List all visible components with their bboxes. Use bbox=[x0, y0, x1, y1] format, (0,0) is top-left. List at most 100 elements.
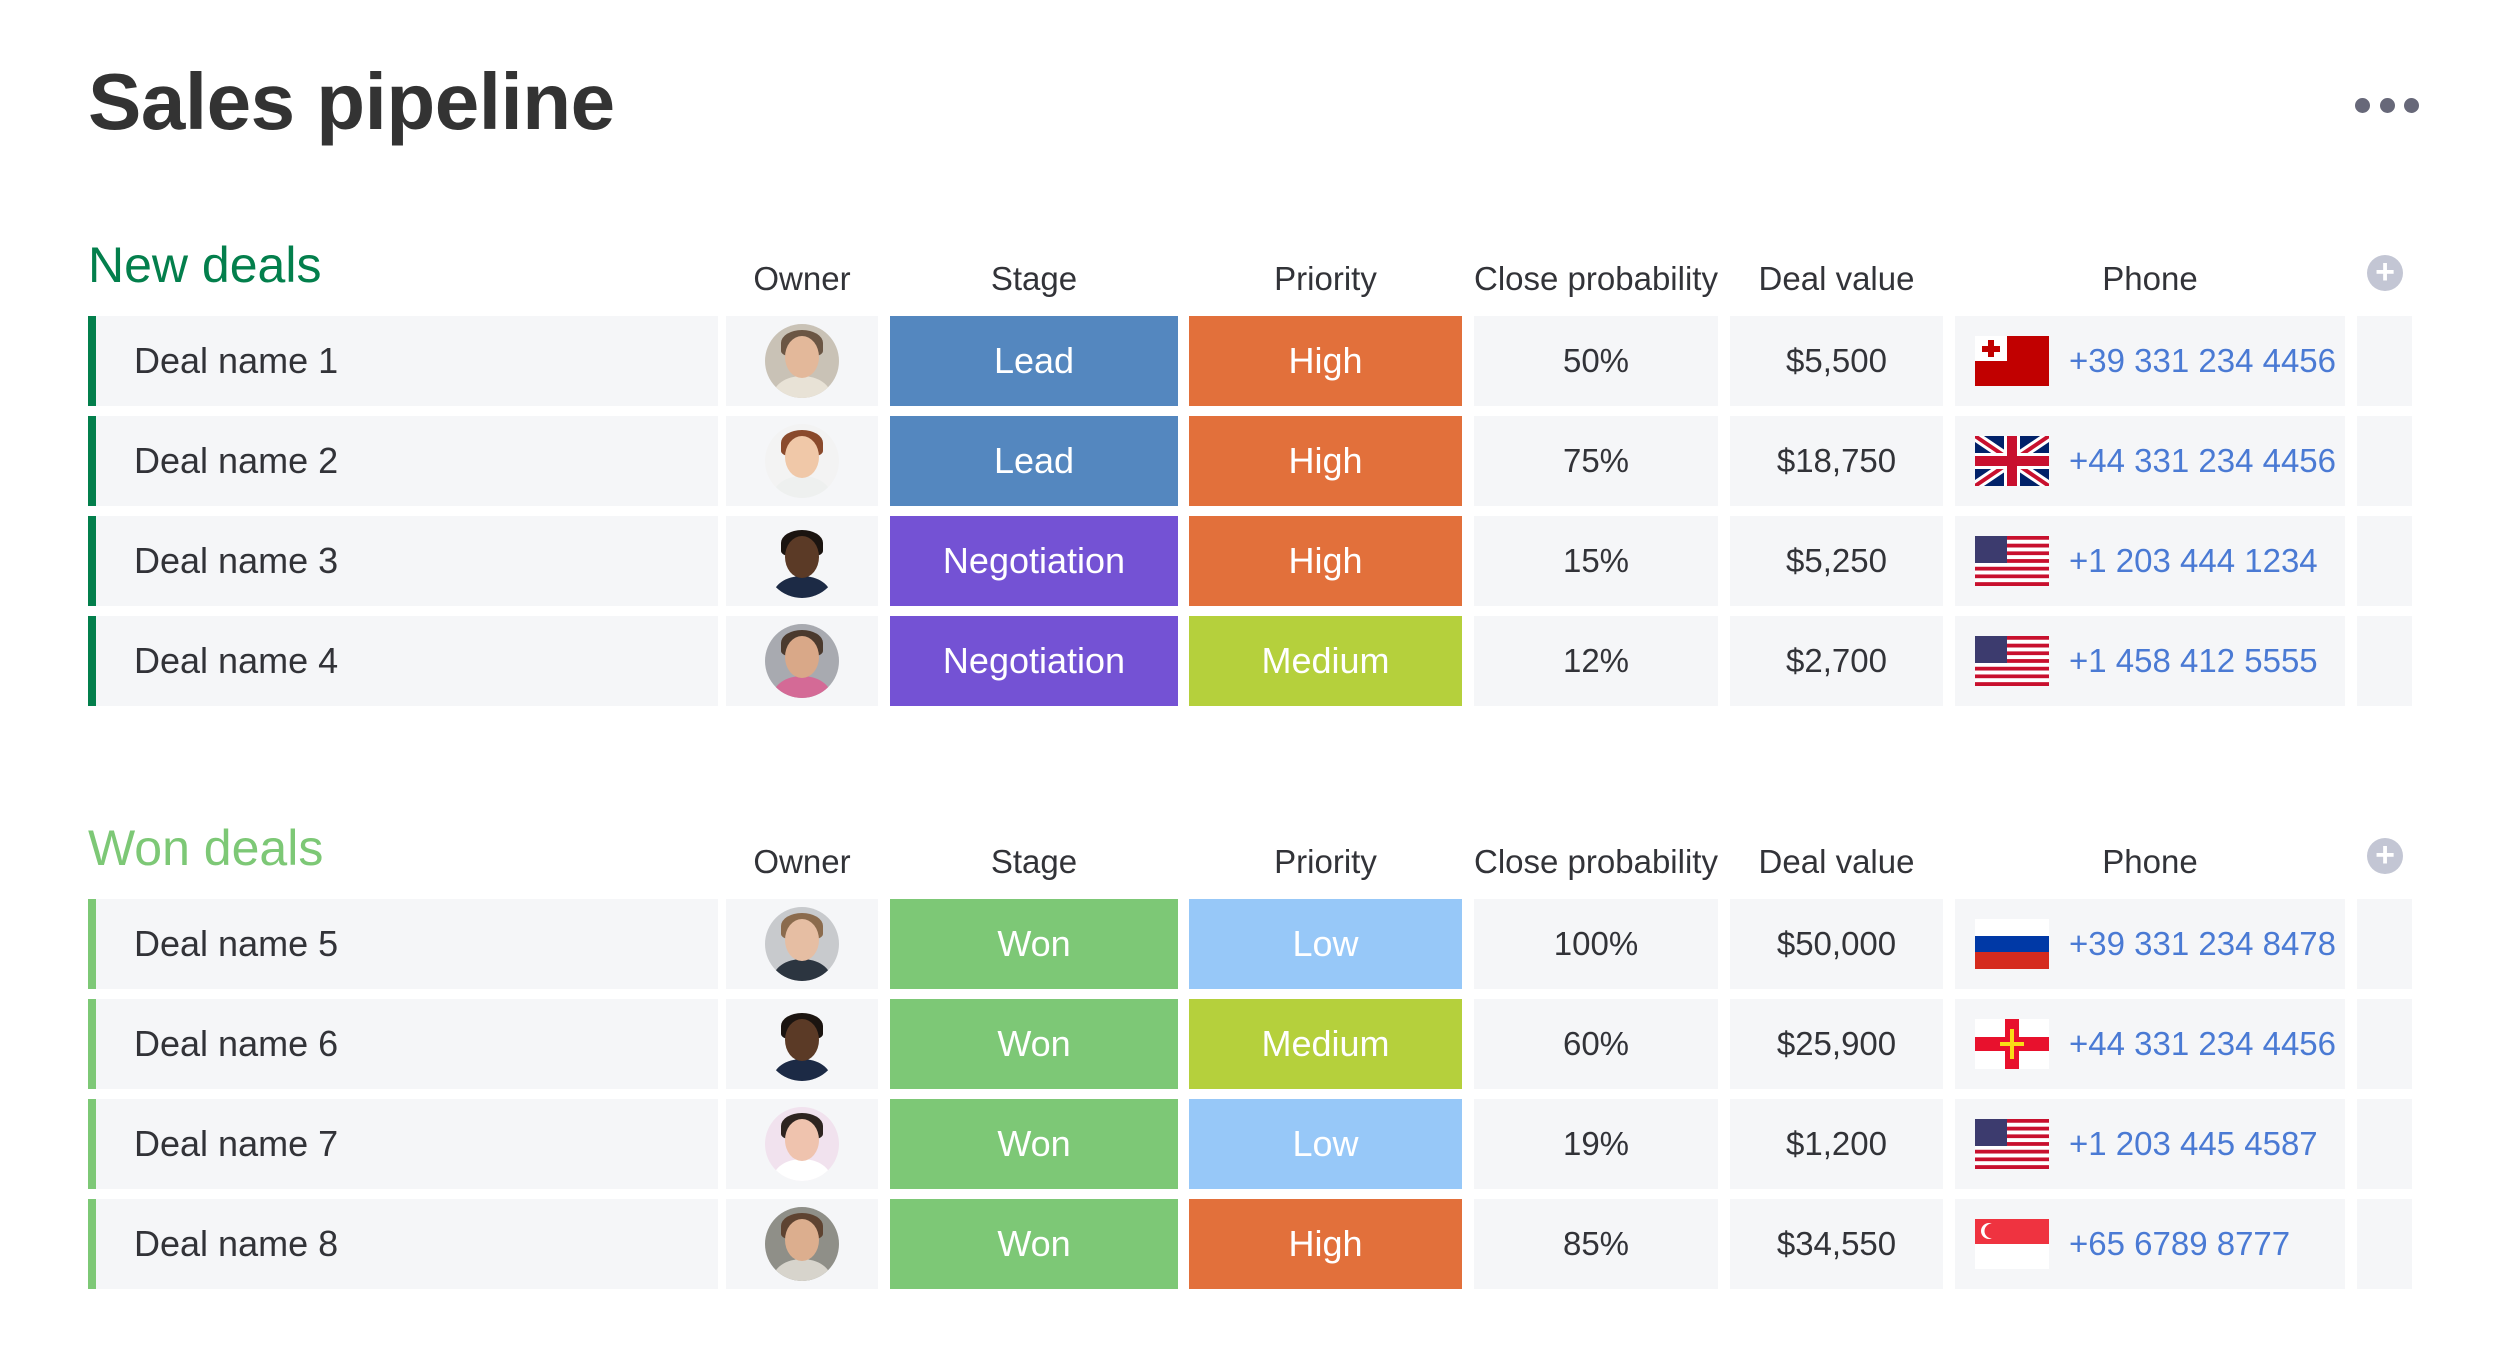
deal-name-cell[interactable]: Deal name 4 bbox=[88, 616, 718, 706]
deal-value-cell[interactable]: $5,500 bbox=[1730, 316, 1943, 406]
deal-value-cell[interactable]: $18,750 bbox=[1730, 416, 1943, 506]
column-header-stage[interactable]: Stage bbox=[990, 260, 1078, 297]
close-probability-cell[interactable]: 12% bbox=[1474, 616, 1718, 706]
phone-link[interactable]: +44 331 234 4456 bbox=[2069, 442, 2337, 479]
owner-cell[interactable] bbox=[726, 616, 878, 706]
row-end-cell[interactable] bbox=[2357, 899, 2412, 989]
column-header-deal-value[interactable]: Deal value bbox=[1758, 843, 1915, 880]
stage-status[interactable]: Won bbox=[890, 899, 1178, 989]
phone-cell[interactable]: +1 203 444 1234 bbox=[1955, 516, 2345, 606]
row-end-cell[interactable] bbox=[2357, 999, 2412, 1089]
deal-name-cell[interactable]: Deal name 8 bbox=[88, 1199, 718, 1289]
owner-cell[interactable] bbox=[726, 1099, 878, 1189]
row-end-cell[interactable] bbox=[2357, 616, 2412, 706]
row-end-cell[interactable] bbox=[2357, 416, 2412, 506]
priority-status[interactable]: High bbox=[1189, 1199, 1462, 1289]
column-header-close-probability[interactable]: Close probability bbox=[1474, 843, 1718, 880]
phone-link[interactable]: +1 458 412 5555 bbox=[2069, 642, 2318, 679]
avatar-man-beard[interactable] bbox=[765, 624, 839, 698]
stage-status[interactable]: Won bbox=[890, 1099, 1178, 1189]
deal-value-cell[interactable]: $34,550 bbox=[1730, 1199, 1943, 1289]
avatar-woman-red-hair[interactable] bbox=[765, 424, 839, 498]
group-title[interactable]: New deals bbox=[88, 237, 322, 293]
phone-cell[interactable]: +44 331 234 4456 bbox=[1955, 416, 2345, 506]
close-probability-cell[interactable]: 60% bbox=[1474, 999, 1718, 1089]
avatar-woman-dark-hair[interactable] bbox=[765, 1107, 839, 1181]
phone-cell[interactable]: +65 6789 8777 bbox=[1955, 1199, 2345, 1289]
column-header-phone[interactable]: Phone bbox=[2102, 843, 2198, 880]
close-probability-cell[interactable]: 75% bbox=[1474, 416, 1718, 506]
priority-status[interactable]: High bbox=[1189, 416, 1462, 506]
column-header-phone[interactable]: Phone bbox=[2102, 260, 2198, 297]
owner-cell[interactable] bbox=[726, 416, 878, 506]
stage-status[interactable]: Lead bbox=[890, 316, 1178, 406]
phone-link[interactable]: +39 331 234 4456 bbox=[2069, 342, 2337, 379]
stage-status[interactable]: Negotiation bbox=[890, 616, 1178, 706]
stage-status[interactable]: Won bbox=[890, 999, 1178, 1089]
deal-value-cell[interactable]: $2,700 bbox=[1730, 616, 1943, 706]
stage-status[interactable]: Negotiation bbox=[890, 516, 1178, 606]
deal-value-cell[interactable]: $50,000 bbox=[1730, 899, 1943, 989]
deal-value-cell[interactable]: $5,250 bbox=[1730, 516, 1943, 606]
row-end-cell[interactable] bbox=[2357, 316, 2412, 406]
guernsey-flag-icon bbox=[1975, 1019, 2049, 1069]
column-header-stage[interactable]: Stage bbox=[990, 843, 1078, 880]
ellipsis-icon[interactable] bbox=[2355, 92, 2419, 118]
phone-cell[interactable]: +39 331 234 4456 bbox=[1955, 316, 2345, 406]
deal-name-cell[interactable]: Deal name 6 bbox=[88, 999, 718, 1089]
column-header-owner[interactable]: Owner bbox=[753, 260, 851, 297]
phone-cell[interactable]: +39 331 234 8478 bbox=[1955, 899, 2345, 989]
priority-status[interactable]: High bbox=[1189, 516, 1462, 606]
priority-status[interactable]: Low bbox=[1189, 1099, 1462, 1189]
column-header-priority[interactable]: Priority bbox=[1274, 260, 1377, 297]
avatar-woman-curly-hair[interactable] bbox=[765, 324, 839, 398]
deal-name-cell[interactable]: Deal name 7 bbox=[88, 1099, 718, 1189]
owner-cell[interactable] bbox=[726, 316, 878, 406]
stage-status[interactable]: Won bbox=[890, 1199, 1178, 1289]
row-end-cell[interactable] bbox=[2357, 1099, 2412, 1189]
owner-cell[interactable] bbox=[726, 516, 878, 606]
column-header-close-probability[interactable]: Close probability bbox=[1474, 260, 1718, 297]
deal-name-cell[interactable]: Deal name 1 bbox=[88, 316, 718, 406]
row-end-cell[interactable] bbox=[2357, 516, 2412, 606]
owner-cell[interactable] bbox=[726, 999, 878, 1089]
close-probability-cell[interactable]: 50% bbox=[1474, 316, 1718, 406]
phone-link[interactable]: +44 331 234 4456 bbox=[2069, 1025, 2337, 1062]
priority-status[interactable]: Low bbox=[1189, 899, 1462, 989]
deal-value-cell[interactable]: $1,200 bbox=[1730, 1099, 1943, 1189]
avatar-man-dark[interactable] bbox=[765, 524, 839, 598]
close-probability-cell[interactable]: 15% bbox=[1474, 516, 1718, 606]
singapore-flag-icon bbox=[1975, 1219, 2049, 1269]
column-header-deal-value[interactable]: Deal value bbox=[1758, 260, 1915, 297]
phone-link[interactable]: +65 6789 8777 bbox=[2069, 1225, 2291, 1262]
plus-circle-icon[interactable]: + bbox=[2367, 255, 2403, 291]
avatar-shoulders bbox=[773, 676, 831, 698]
stage-status[interactable]: Lead bbox=[890, 416, 1178, 506]
avatar-man-light[interactable] bbox=[765, 907, 839, 981]
deal-name-cell[interactable]: Deal name 3 bbox=[88, 516, 718, 606]
phone-cell[interactable]: +44 331 234 4456 bbox=[1955, 999, 2345, 1089]
deal-name-cell[interactable]: Deal name 5 bbox=[88, 899, 718, 989]
phone-link[interactable]: +1 203 445 4587 bbox=[2069, 1125, 2318, 1162]
phone-link[interactable]: +1 203 444 1234 bbox=[2069, 542, 2318, 579]
group-title[interactable]: Won deals bbox=[88, 820, 324, 876]
deal-name-cell[interactable]: Deal name 2 bbox=[88, 416, 718, 506]
owner-cell[interactable] bbox=[726, 1199, 878, 1289]
avatar-man-dark[interactable] bbox=[765, 1007, 839, 1081]
column-header-owner[interactable]: Owner bbox=[753, 843, 851, 880]
avatar-woman-smiling[interactable] bbox=[765, 1207, 839, 1281]
plus-circle-icon[interactable]: + bbox=[2367, 838, 2403, 874]
phone-cell[interactable]: +1 458 412 5555 bbox=[1955, 616, 2345, 706]
close-probability-cell[interactable]: 85% bbox=[1474, 1199, 1718, 1289]
phone-link[interactable]: +39 331 234 8478 bbox=[2069, 925, 2337, 962]
priority-status[interactable]: High bbox=[1189, 316, 1462, 406]
priority-status[interactable]: Medium bbox=[1189, 999, 1462, 1089]
close-probability-cell[interactable]: 19% bbox=[1474, 1099, 1718, 1189]
row-end-cell[interactable] bbox=[2357, 1199, 2412, 1289]
priority-status[interactable]: Medium bbox=[1189, 616, 1462, 706]
close-probability-cell[interactable]: 100% bbox=[1474, 899, 1718, 989]
owner-cell[interactable] bbox=[726, 899, 878, 989]
phone-cell[interactable]: +1 203 445 4587 bbox=[1955, 1099, 2345, 1189]
deal-value-cell[interactable]: $25,900 bbox=[1730, 999, 1943, 1089]
column-header-priority[interactable]: Priority bbox=[1274, 843, 1377, 880]
